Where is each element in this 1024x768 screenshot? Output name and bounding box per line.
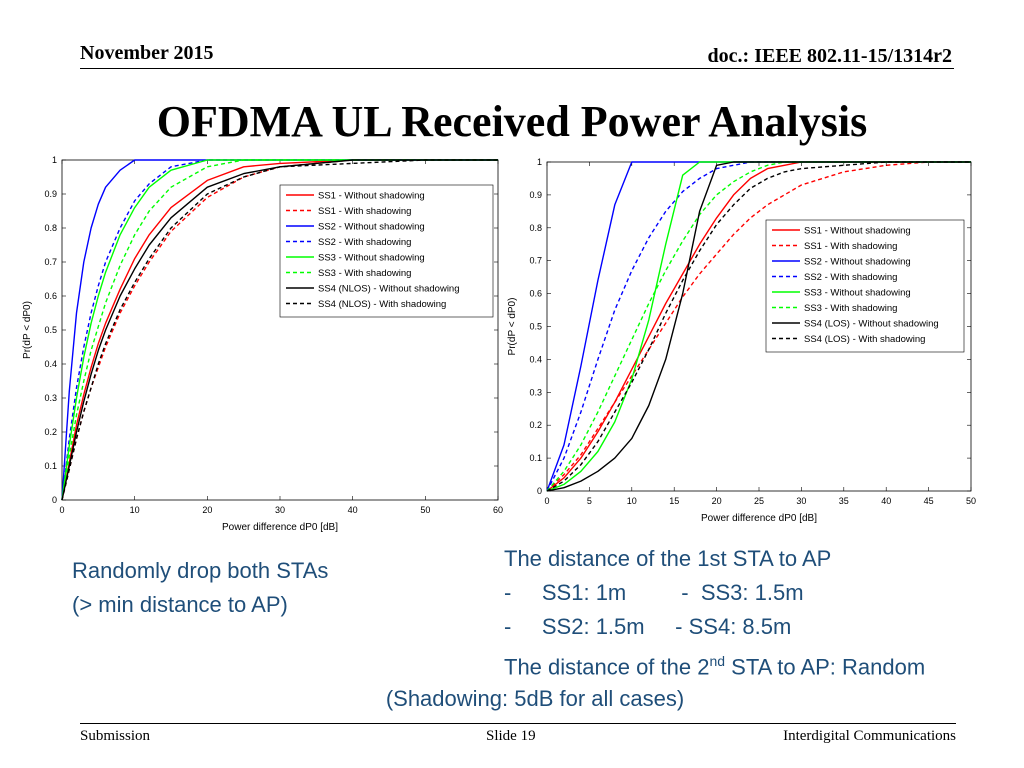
chart-left: 0 10 20 30 40 50 60 0 0.1 0.2 0.3 0.4 0.5 0.6 0.7 0.8 0.… — [22, 155, 503, 533]
distance-note: The distance of the 1st STA to AP - SS1:… — [504, 542, 925, 684]
x-tick-label: 60 — [493, 505, 503, 515]
x-tick-label: 10 — [627, 496, 637, 506]
y-tick-label: 0.2 — [529, 420, 542, 430]
x-axis-label: Power difference dP0 [dB] — [701, 513, 817, 524]
y-tick-label: 0 — [52, 495, 57, 505]
y-tick-label: 1 — [537, 157, 542, 167]
y-tick-label: 0.1 — [44, 461, 57, 471]
shadowing-note: (Shadowing: 5dB for all cases) — [385, 686, 685, 711]
legend-box — [765, 219, 965, 353]
chart-right: 0 5 10 15 20 25 30 35 40 45 50 0 0.1 0.2 0.3 0.4 0.5 0.6 0… — [507, 157, 976, 524]
y-tick-label: 0.4 — [529, 354, 542, 364]
y-tick-label: 0.8 — [529, 223, 542, 233]
legend-label: SS3 - With shadowing — [804, 303, 897, 314]
y-tick-label: 0.1 — [529, 453, 542, 463]
legend-label: SS2 - Without shadowing — [318, 222, 425, 233]
y-tick-label: 0 — [537, 486, 542, 496]
slide-title: OFDMA UL Received Power Analysis — [156, 97, 868, 146]
x-tick-label: 35 — [839, 496, 849, 506]
legend-label: SS4 (LOS) - With shadowing — [804, 334, 925, 345]
x-tick-label: 20 — [712, 496, 722, 506]
legend-label: SS3 - Without shadowing — [804, 288, 911, 299]
y-tick-label: 0.4 — [44, 359, 57, 369]
y-tick-label: 0.3 — [44, 393, 57, 403]
legend-label: SS1 - With shadowing — [318, 206, 411, 217]
y-tick-label: 0.2 — [44, 427, 57, 437]
y-tick-label: 0.7 — [529, 256, 542, 266]
x-tick-label: 50 — [420, 505, 430, 515]
header-divider — [80, 68, 954, 69]
x-tick-label: 50 — [966, 496, 976, 506]
y-tick-label: 0.5 — [529, 322, 542, 332]
series-line — [61, 159, 498, 501]
legend-label: SS1 - Without shadowing — [804, 226, 911, 237]
distance-note-line4-pre: The distance of the 2 — [504, 654, 710, 680]
series-line — [61, 159, 498, 501]
legend-label: SS2 - With shadowing — [318, 237, 411, 248]
header-doc-id: doc.: IEEE 802.11-15/1314r2 — [707, 45, 952, 67]
y-tick-label: 0.6 — [529, 289, 542, 299]
distance-note-line2: - SS1: 1m - SS3: 1.5m — [504, 580, 804, 605]
y-tick-label: 0.5 — [44, 325, 57, 335]
y-tick-label: 0.9 — [529, 190, 542, 200]
x-tick-label: 30 — [275, 505, 285, 515]
legend-label: SS3 - With shadowing — [318, 268, 411, 279]
series-line — [61, 159, 498, 501]
x-tick-label: 5 — [587, 496, 592, 506]
distance-note-line4-post: STA to AP: Random — [725, 654, 926, 680]
legend-label: SS1 - With shadowing — [804, 241, 897, 252]
y-axis-label: Pr(dP < dP0) — [507, 298, 518, 356]
y-tick-label: 0.8 — [44, 223, 57, 233]
x-tick-label: 10 — [130, 505, 140, 515]
header-date: November 2015 — [80, 42, 214, 64]
series-line — [546, 161, 971, 492]
legend-label: SS2 - With shadowing — [804, 272, 897, 283]
y-tick-label: 0.3 — [529, 387, 542, 397]
footer-submission: Submission — [80, 728, 151, 744]
x-tick-label: 0 — [59, 505, 64, 515]
x-axis-label: Power difference dP0 [dB] — [222, 522, 338, 533]
x-tick-label: 25 — [754, 496, 764, 506]
legend-label: SS4 (LOS) - Without shadowing — [804, 319, 939, 330]
drop-note: Randomly drop both STAs (> min distance … — [72, 554, 328, 622]
legend-label: SS2 - Without shadowing — [804, 257, 911, 268]
x-tick-label: 0 — [544, 496, 549, 506]
legend-label: SS1 - Without shadowing — [318, 191, 425, 202]
x-tick-label: 30 — [796, 496, 806, 506]
x-tick-label: 40 — [348, 505, 358, 515]
footer-company: Interdigital Communications — [783, 728, 956, 744]
series-line — [61, 159, 498, 501]
x-tick-label: 15 — [669, 496, 679, 506]
x-tick-label: 40 — [881, 496, 891, 506]
legend-label: SS4 (NLOS) - With shadowing — [318, 299, 446, 310]
y-tick-label: 0.6 — [44, 291, 57, 301]
y-tick-label: 0.7 — [44, 257, 57, 267]
legend-label: SS4 (NLOS) - Without shadowing — [318, 284, 460, 295]
x-tick-label: 45 — [924, 496, 934, 506]
series-line — [61, 159, 498, 501]
drop-note-line: Randomly drop both STAs — [72, 558, 329, 583]
drop-note-line: (> min distance to AP) — [72, 592, 288, 617]
series-line — [546, 161, 971, 492]
x-tick-label: 20 — [202, 505, 212, 515]
legend-label: SS3 - Without shadowing — [318, 253, 425, 264]
distance-note-line3: - SS2: 1.5m - SS4: 8.5m — [504, 614, 792, 639]
y-axis-label: Pr(dP < dP0) — [22, 301, 33, 359]
footer-divider — [80, 723, 956, 724]
series-line — [61, 159, 498, 501]
distance-note-line4: The distance of the 2nd STA to AP: Rando… — [504, 644, 925, 684]
y-tick-label: 1 — [52, 155, 57, 165]
distance-note-line1: The distance of the 1st STA to AP — [504, 546, 832, 571]
series-line — [546, 161, 971, 492]
y-tick-label: 0.9 — [44, 189, 57, 199]
footer-slide-number: Slide 19 — [486, 728, 536, 744]
distance-note-line4-sup: nd — [709, 653, 726, 669]
legend-box — [279, 184, 494, 318]
